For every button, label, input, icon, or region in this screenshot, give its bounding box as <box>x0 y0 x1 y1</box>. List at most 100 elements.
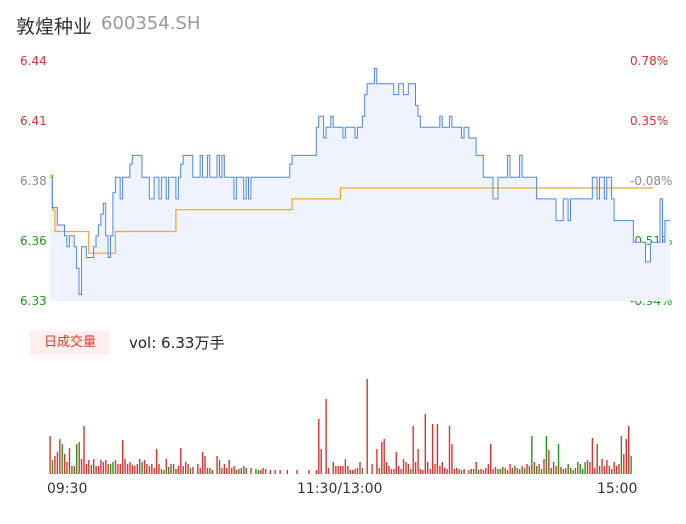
volume-bar <box>393 469 395 474</box>
volume-bar <box>274 470 276 474</box>
volume-bar <box>446 469 448 474</box>
volume-bar <box>245 468 247 474</box>
volume-bar <box>112 462 114 474</box>
volume-bar <box>475 462 477 474</box>
volume-bar <box>359 462 361 474</box>
volume-bar <box>201 452 204 474</box>
volume-bar <box>519 469 521 474</box>
volume-bar <box>344 459 347 474</box>
volume-bar <box>151 464 153 474</box>
volume-bar <box>431 424 434 474</box>
volume-bar <box>95 466 97 474</box>
avg-price-line <box>50 174 653 254</box>
volume-bar <box>589 462 591 474</box>
volume-bar <box>63 454 66 474</box>
volume-bar <box>143 460 146 474</box>
volume-bar <box>342 466 344 474</box>
volume-bar <box>146 464 148 474</box>
volume-bar <box>405 462 407 474</box>
volume-bar <box>93 459 95 474</box>
volume-tag[interactable]: 日成交量 <box>30 331 110 355</box>
volume-bar <box>434 464 436 474</box>
volume-bar <box>250 468 252 474</box>
volume-bar <box>192 467 194 474</box>
volume-bar <box>398 466 400 474</box>
volume-bar <box>233 466 235 474</box>
volume-bar <box>264 469 267 474</box>
volume-bar <box>349 470 351 474</box>
volume-bar <box>136 464 138 474</box>
volume-bar <box>286 470 288 474</box>
volume-bar <box>376 449 378 474</box>
volume-bar <box>594 468 596 474</box>
volume-bar <box>598 466 601 474</box>
volume-bar <box>88 460 90 474</box>
volume-bar <box>260 470 262 474</box>
volume-bar <box>630 456 632 474</box>
volume-bar <box>206 468 209 474</box>
volume-bar <box>153 468 155 474</box>
volume-bar <box>182 466 184 474</box>
volume-bar <box>73 466 75 474</box>
pct-label-high: 0.78% <box>630 54 669 68</box>
volume-bar <box>591 438 594 474</box>
volume-bar <box>487 464 489 474</box>
volume-bar <box>611 469 613 474</box>
volume-bar <box>56 452 59 474</box>
volume-bar <box>424 414 426 474</box>
volume-bar <box>49 436 51 474</box>
volume-bar <box>562 469 564 474</box>
volume-bar <box>485 468 487 474</box>
price-area <box>50 68 670 301</box>
pct-label-mid: -0.08% <box>630 174 673 188</box>
price-label-lower: 6.36 <box>20 234 47 248</box>
price-label-upper: 6.41 <box>20 114 47 128</box>
volume-bar <box>618 464 620 474</box>
volume-bar <box>71 466 73 474</box>
volume-bar <box>468 470 470 474</box>
volume-bar <box>444 468 446 474</box>
volume-bar <box>119 464 121 474</box>
volume-bar <box>603 466 606 474</box>
price-area-fill <box>50 68 670 301</box>
volume-bar <box>502 467 504 474</box>
volume-bar <box>545 436 548 474</box>
volume-bar <box>180 448 182 474</box>
volume-bar <box>540 469 543 474</box>
volume-bar <box>163 470 165 474</box>
volume-bar <box>102 462 105 474</box>
volume-bar <box>83 426 85 474</box>
price-line-group <box>50 68 670 295</box>
volume-bar <box>54 456 56 474</box>
volume-bar <box>141 462 143 474</box>
volume-bar <box>187 464 189 474</box>
volume-bar <box>414 462 417 474</box>
volume-bar <box>296 470 298 474</box>
volume-bar <box>231 468 233 474</box>
volume-bar <box>473 469 475 474</box>
volume-bar <box>255 469 257 474</box>
volume-bar <box>620 436 623 474</box>
volume-bar <box>354 469 356 474</box>
volume-bar <box>477 470 480 474</box>
volume-bar <box>388 466 390 474</box>
volume-bar <box>407 464 410 474</box>
volume-bar <box>335 466 337 474</box>
volume-bar <box>439 466 441 474</box>
volume-bars <box>49 379 632 474</box>
volume-bar <box>361 468 364 474</box>
volume-bar <box>536 466 538 474</box>
volume-bar <box>548 450 550 474</box>
volume-bar <box>385 462 388 474</box>
volume-bar <box>269 470 272 474</box>
volume-bar <box>352 470 354 474</box>
volume-bar <box>460 470 463 474</box>
avg-price-line-group <box>50 174 653 254</box>
volume-bar <box>557 444 560 474</box>
volume-bar <box>531 436 533 474</box>
volume-bar <box>494 467 497 474</box>
volume-bar <box>596 444 598 474</box>
volume-bar <box>327 468 330 474</box>
price-label-low: 6.33 <box>20 294 47 308</box>
stock-code: 600354.SH <box>101 13 201 34</box>
